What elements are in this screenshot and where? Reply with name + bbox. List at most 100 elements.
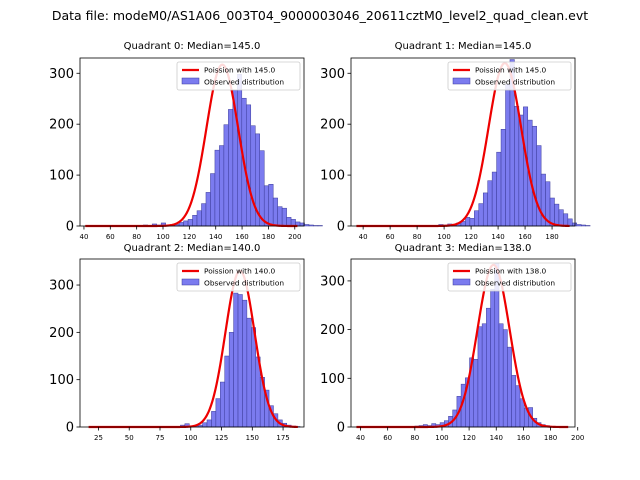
histogram-bar — [214, 149, 220, 227]
x-tick-label: 80 — [410, 434, 419, 442]
histogram-bar — [500, 129, 506, 227]
histogram-bar — [487, 180, 493, 227]
histogram-bar — [576, 224, 582, 227]
y-tick-label: 100 — [49, 373, 74, 388]
histogram-bar — [490, 288, 496, 428]
x-tick-label: 80 — [413, 233, 422, 241]
x-tick-label: 160 — [517, 434, 530, 442]
x-tick-label: 60 — [106, 233, 115, 241]
histogram-bar — [246, 104, 252, 227]
histogram-bar — [206, 419, 212, 428]
axes-frame — [79, 258, 305, 428]
histogram-bar — [246, 317, 252, 428]
x-tick-label: 175 — [276, 434, 289, 442]
x-tick-label: 100 — [184, 434, 197, 442]
histogram-bar — [317, 225, 323, 227]
histogram-bar — [507, 346, 512, 428]
axes-frame — [350, 258, 576, 428]
quadrant-2-panel: Quadrant 2: Median=140.0 0 100 200 300 25 50 7… — [49, 243, 305, 442]
histogram-bar — [220, 381, 225, 428]
y-tick-label: 300 — [320, 274, 345, 289]
x-tick-label: 75 — [156, 434, 165, 442]
histogram-bar — [498, 323, 504, 428]
legend-box — [176, 262, 301, 292]
histogram-bar — [308, 224, 314, 227]
histogram-bar — [477, 326, 483, 428]
histogram-bar — [281, 207, 287, 227]
histogram-bar — [554, 203, 560, 227]
histogram-bar — [531, 125, 537, 227]
y-tick-label: 0 — [337, 421, 345, 436]
quadrant-0-panel: Quadrant 0: Median=145.0 0 100 200 300 40 60 8… — [49, 41, 323, 241]
quadrant-1-panel: Quadrant 1: Median=145.0 0 100 200 300 40 60 8… — [320, 41, 591, 241]
histogram-bar — [572, 222, 577, 227]
histogram-bar — [515, 385, 521, 428]
legend-bar-label: Observed distribution — [475, 78, 555, 87]
histogram-bar — [469, 218, 475, 227]
histogram-bar — [482, 192, 488, 227]
x-tick-label: 180 — [545, 233, 558, 241]
histogram-bar — [228, 109, 234, 227]
histogram-bar — [536, 145, 542, 227]
histogram-bar — [465, 217, 471, 227]
y-tick-label: 200 — [49, 326, 74, 341]
histogram-bar — [505, 84, 511, 227]
quadrant-0-title: Quadrant 0: Median=145.0 — [124, 41, 261, 52]
x-tick-label: 40 — [356, 434, 365, 442]
y-tick-label: 200 — [320, 323, 345, 338]
axes-frame — [79, 57, 305, 227]
y-tick-label: 0 — [66, 220, 74, 235]
histogram-bar — [233, 292, 239, 428]
x-tick-label: 100 — [437, 233, 450, 241]
x-tick-label: 50 — [125, 434, 134, 442]
histogram-bar — [263, 185, 269, 227]
histogram-bar — [585, 225, 591, 227]
legend-curve-label: Poission with 145.0 — [475, 66, 547, 75]
histogram-bar — [211, 411, 217, 428]
histogram-bar — [313, 225, 319, 227]
x-tick-label: 140 — [209, 233, 222, 241]
x-tick-label: 60 — [383, 434, 392, 442]
legend-curve-label: Poission with 138.0 — [475, 267, 547, 276]
histogram-bar — [202, 422, 208, 428]
x-tick-label: 160 — [518, 233, 531, 241]
x-tick-label: 200 — [288, 233, 301, 241]
histogram-bar — [277, 206, 283, 227]
y-tick-label: 300 — [320, 67, 345, 82]
x-tick-label: 120 — [183, 233, 196, 241]
x-tick-label: 100 — [156, 233, 169, 241]
histogram-bar — [242, 299, 248, 428]
y-tick-label: 0 — [337, 220, 345, 235]
x-tick-label: 120 — [464, 233, 477, 241]
histogram-bar — [192, 215, 198, 227]
quadrant-1-title: Quadrant 1: Median=145.0 — [395, 41, 532, 52]
legend-box — [447, 61, 572, 91]
legend-bar-swatch — [452, 77, 471, 85]
legend-box — [447, 262, 572, 292]
legend-bar-label: Observed distribution — [204, 279, 284, 288]
x-tick-label: 120 — [462, 434, 475, 442]
x-tick-label: 100 — [435, 434, 448, 442]
histogram-bar — [201, 203, 207, 227]
y-tick-label: 100 — [49, 169, 74, 184]
x-tick-label: 160 — [235, 233, 248, 241]
histogram-bar — [237, 294, 243, 428]
histogram-bar — [502, 329, 508, 428]
x-tick-label: 60 — [386, 233, 395, 241]
x-tick-label: 150 — [246, 434, 259, 442]
x-tick-label: 80 — [132, 233, 141, 241]
histogram-bar — [496, 151, 502, 227]
histogram-bar — [183, 220, 189, 227]
x-tick-label: 140 — [490, 434, 503, 442]
histogram-bar — [210, 173, 216, 227]
histogram-bar — [205, 192, 211, 227]
histogram-bar — [223, 124, 229, 227]
histogram-bar — [486, 307, 491, 428]
figure-title: Data file: modeM0/AS1A06_003T04_90000030… — [52, 8, 588, 23]
histogram-bar — [178, 222, 184, 227]
histogram-bar — [228, 332, 234, 428]
y-tick-label: 0 — [66, 421, 74, 436]
legend-bar-swatch — [181, 77, 200, 85]
x-tick-label: 25 — [94, 434, 103, 442]
